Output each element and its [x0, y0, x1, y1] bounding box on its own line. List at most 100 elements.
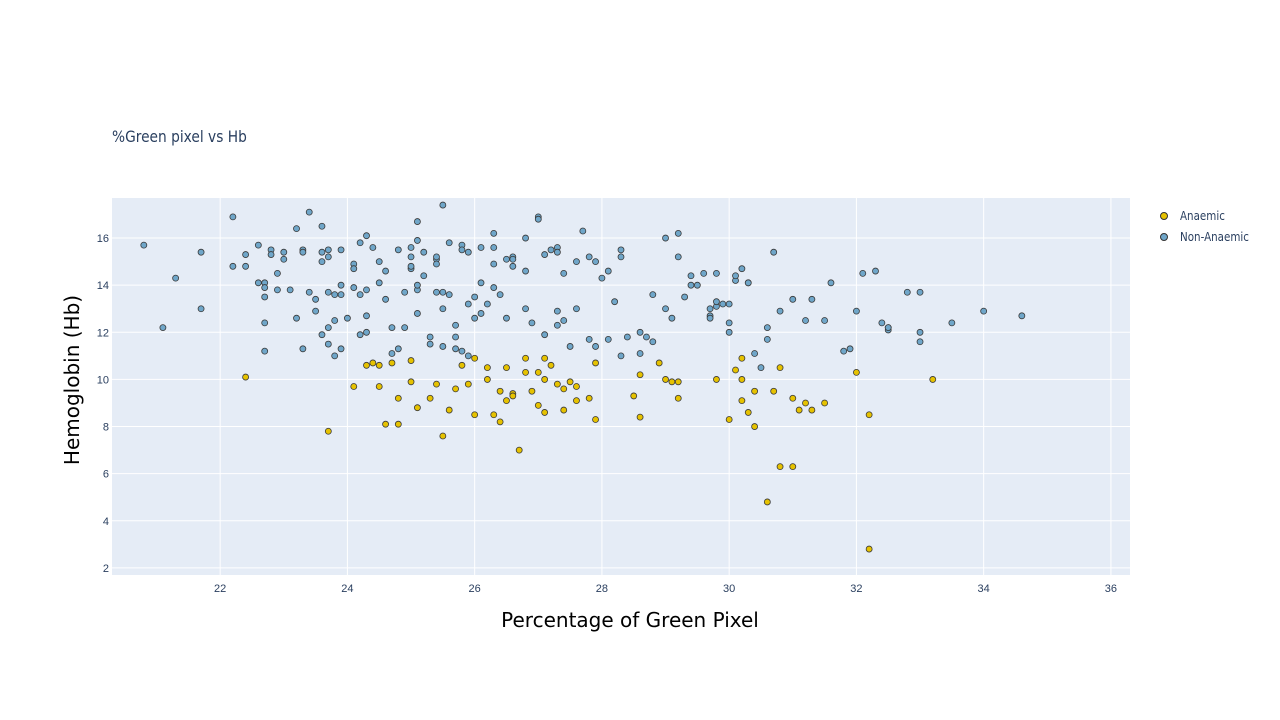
- point-non-anaemic[interactable]: [763, 335, 771, 343]
- point-non-anaemic[interactable]: [884, 324, 892, 331]
- point-non-anaemic[interactable]: [445, 239, 453, 247]
- point-non-anaemic[interactable]: [592, 343, 599, 350]
- point-non-anaemic[interactable]: [604, 267, 612, 275]
- point-non-anaemic[interactable]: [363, 312, 370, 320]
- point-anaemic[interactable]: [547, 361, 555, 369]
- point-anaemic[interactable]: [789, 463, 797, 471]
- point-anaemic[interactable]: [795, 406, 803, 414]
- point-non-anaemic[interactable]: [452, 321, 459, 329]
- point-non-anaemic[interactable]: [274, 286, 281, 294]
- point-non-anaemic[interactable]: [439, 305, 447, 313]
- point-non-anaemic[interactable]: [483, 300, 491, 308]
- point-anaemic[interactable]: [553, 380, 561, 388]
- point-non-anaemic[interactable]: [305, 288, 313, 296]
- point-non-anaemic[interactable]: [649, 338, 657, 346]
- point-non-anaemic[interactable]: [394, 345, 402, 353]
- point-anaemic[interactable]: [789, 394, 797, 402]
- point-anaemic[interactable]: [471, 411, 479, 419]
- point-anaemic[interactable]: [388, 359, 396, 367]
- point-non-anaemic[interactable]: [604, 335, 612, 343]
- point-non-anaemic[interactable]: [229, 213, 237, 221]
- point-non-anaemic[interactable]: [713, 298, 720, 306]
- point-non-anaemic[interactable]: [242, 251, 250, 258]
- point-non-anaemic[interactable]: [401, 324, 409, 331]
- point-non-anaemic[interactable]: [496, 291, 504, 299]
- point-non-anaemic[interactable]: [757, 364, 765, 372]
- point-non-anaemic[interactable]: [534, 215, 542, 223]
- point-non-anaemic[interactable]: [674, 253, 682, 261]
- point-non-anaemic[interactable]: [509, 255, 517, 263]
- point-non-anaemic[interactable]: [617, 246, 625, 254]
- point-non-anaemic[interactable]: [356, 331, 364, 339]
- point-non-anaemic[interactable]: [318, 222, 326, 230]
- point-anaemic[interactable]: [738, 397, 746, 405]
- point-anaemic[interactable]: [585, 394, 593, 402]
- point-non-anaemic[interactable]: [375, 258, 383, 266]
- point-non-anaemic[interactable]: [407, 253, 415, 261]
- point-non-anaemic[interactable]: [503, 255, 510, 263]
- point-non-anaemic[interactable]: [725, 319, 733, 327]
- point-anaemic[interactable]: [636, 371, 644, 379]
- point-anaemic[interactable]: [363, 361, 370, 369]
- point-anaemic[interactable]: [674, 394, 682, 402]
- point-non-anaemic[interactable]: [324, 324, 332, 331]
- point-non-anaemic[interactable]: [229, 262, 237, 270]
- point-non-anaemic[interactable]: [426, 333, 434, 341]
- point-non-anaemic[interactable]: [363, 232, 370, 240]
- point-anaemic[interactable]: [865, 545, 873, 553]
- point-non-anaemic[interactable]: [948, 319, 956, 327]
- point-non-anaemic[interactable]: [725, 328, 733, 336]
- point-non-anaemic[interactable]: [407, 262, 415, 270]
- point-non-anaemic[interactable]: [433, 288, 440, 296]
- point-non-anaemic[interactable]: [846, 345, 854, 353]
- legend-item-anaemic[interactable]: Anaemic: [1160, 205, 1260, 226]
- point-anaemic[interactable]: [534, 401, 542, 409]
- point-anaemic[interactable]: [808, 406, 816, 414]
- point-anaemic[interactable]: [929, 376, 937, 383]
- point-non-anaemic[interactable]: [172, 274, 180, 282]
- point-anaemic[interactable]: [541, 376, 549, 383]
- point-anaemic[interactable]: [763, 498, 771, 506]
- point-non-anaemic[interactable]: [693, 281, 701, 289]
- point-anaemic[interactable]: [503, 364, 510, 372]
- point-non-anaemic[interactable]: [643, 333, 650, 341]
- point-anaemic[interactable]: [522, 354, 529, 362]
- point-non-anaemic[interactable]: [553, 307, 561, 315]
- point-non-anaemic[interactable]: [560, 269, 568, 277]
- point-non-anaemic[interactable]: [312, 307, 320, 315]
- point-non-anaemic[interactable]: [776, 307, 784, 315]
- point-non-anaemic[interactable]: [490, 229, 498, 237]
- point-non-anaemic[interactable]: [331, 291, 339, 299]
- point-anaemic[interactable]: [426, 394, 434, 402]
- point-non-anaemic[interactable]: [573, 305, 580, 313]
- point-non-anaemic[interactable]: [324, 253, 332, 261]
- point-non-anaemic[interactable]: [318, 248, 326, 256]
- point-non-anaemic[interactable]: [636, 328, 644, 336]
- point-anaemic[interactable]: [592, 416, 599, 423]
- point-non-anaemic[interactable]: [611, 298, 619, 306]
- point-anaemic[interactable]: [655, 359, 663, 367]
- point-anaemic[interactable]: [515, 446, 523, 454]
- point-non-anaemic[interactable]: [254, 279, 262, 287]
- point-non-anaemic[interactable]: [464, 300, 472, 308]
- point-anaemic[interactable]: [369, 359, 377, 367]
- point-anaemic[interactable]: [464, 380, 472, 388]
- point-non-anaemic[interactable]: [197, 305, 205, 313]
- point-non-anaemic[interactable]: [420, 248, 428, 256]
- point-anaemic[interactable]: [668, 378, 676, 386]
- point-non-anaemic[interactable]: [853, 307, 860, 315]
- point-non-anaemic[interactable]: [413, 218, 421, 225]
- point-non-anaemic[interactable]: [636, 350, 644, 357]
- point-non-anaemic[interactable]: [553, 321, 561, 329]
- legend-item-non-anaemic[interactable]: Non-Anaemic: [1160, 226, 1260, 247]
- point-anaemic[interactable]: [528, 387, 536, 395]
- point-non-anaemic[interactable]: [344, 314, 351, 322]
- point-non-anaemic[interactable]: [1018, 312, 1026, 320]
- point-non-anaemic[interactable]: [471, 314, 479, 322]
- point-non-anaemic[interactable]: [840, 347, 848, 355]
- point-non-anaemic[interactable]: [375, 279, 383, 287]
- point-non-anaemic[interactable]: [579, 227, 587, 235]
- point-non-anaemic[interactable]: [369, 244, 377, 251]
- point-anaemic[interactable]: [541, 354, 549, 362]
- point-anaemic[interactable]: [573, 397, 580, 405]
